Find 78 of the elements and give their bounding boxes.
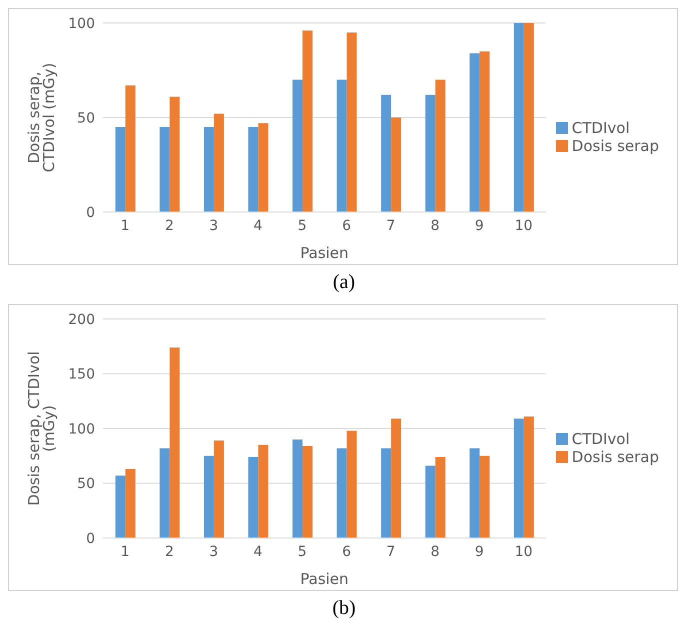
x-axis-title: Pasien xyxy=(300,570,349,588)
bar xyxy=(115,476,126,538)
x-tick-label: 3 xyxy=(209,218,218,234)
x-tick-label: 7 xyxy=(386,544,396,560)
bar xyxy=(292,439,303,538)
x-tick-label: 10 xyxy=(514,218,533,234)
bar xyxy=(336,448,347,538)
x-axis-title: Pasien xyxy=(300,244,349,262)
text: (a) xyxy=(332,271,356,294)
bar xyxy=(524,23,534,212)
bar xyxy=(480,456,490,538)
bar xyxy=(480,51,490,212)
bar xyxy=(160,126,170,212)
y-tick-label: 100 xyxy=(68,421,95,438)
x-tick-label: 6 xyxy=(342,544,352,560)
x-tick-label: 9 xyxy=(474,218,484,234)
x-tick-label: 5 xyxy=(298,544,307,560)
bar xyxy=(346,430,357,538)
bar xyxy=(524,416,534,538)
bar xyxy=(514,418,524,538)
bar xyxy=(214,114,224,212)
x-tick-label: 8 xyxy=(430,544,440,560)
bar xyxy=(258,444,268,538)
bar xyxy=(292,80,303,212)
x-tick-label: 9 xyxy=(474,544,484,560)
bar xyxy=(214,440,224,538)
x-tick-label: 1 xyxy=(120,218,130,234)
x-tick-label: 5 xyxy=(298,218,307,234)
bar xyxy=(435,80,446,212)
bar xyxy=(160,448,170,538)
y-axis-title: Dosis serap, CTDIvol (mGy) xyxy=(24,351,58,506)
x-tick-label: 1 xyxy=(120,544,130,560)
x-tick-label: 10 xyxy=(514,544,533,560)
bar xyxy=(336,80,347,212)
bar xyxy=(204,126,214,212)
y-tick-label: 150 xyxy=(68,366,95,383)
x-tick-label: 4 xyxy=(254,218,263,234)
legend-label: Dosis serap xyxy=(572,448,659,466)
y-tick-label: 200 xyxy=(68,312,95,328)
legend-label: CTDIvol xyxy=(572,430,630,448)
x-tick-label: 3 xyxy=(209,544,218,560)
bar xyxy=(435,456,446,538)
x-tick-label: 2 xyxy=(164,218,174,234)
x-tick-label: 4 xyxy=(254,544,263,560)
y-tick-label: 0 xyxy=(86,204,95,221)
bar xyxy=(115,126,126,212)
bar xyxy=(470,53,480,212)
bar xyxy=(391,118,402,212)
bar xyxy=(425,466,436,538)
bar xyxy=(470,448,480,538)
x-tick-label: 6 xyxy=(342,218,352,234)
y-tick-label: 50 xyxy=(77,110,95,126)
y-tick-label: 0 xyxy=(86,530,95,547)
bar xyxy=(381,448,392,538)
bar xyxy=(302,446,313,538)
bar xyxy=(125,469,136,538)
x-tick-label: 2 xyxy=(164,544,174,560)
bar xyxy=(125,85,136,212)
bar xyxy=(302,30,313,212)
bar xyxy=(248,456,258,538)
bar xyxy=(346,32,357,212)
bar xyxy=(514,23,524,212)
x-tick-label: 7 xyxy=(386,218,396,234)
x-tick-label: 8 xyxy=(430,218,440,234)
y-tick-label: 50 xyxy=(77,476,95,492)
bar xyxy=(391,418,402,538)
bar xyxy=(381,94,392,212)
text: (b) xyxy=(331,597,357,620)
bar xyxy=(258,123,268,212)
bar xyxy=(170,96,180,212)
y-axis-title: Dosis serap, CTDIvol (mGy) xyxy=(24,62,58,172)
bar xyxy=(425,94,436,212)
bar xyxy=(204,456,214,538)
bar xyxy=(248,126,258,212)
legend-label: Dosis serap xyxy=(572,136,659,154)
legend-label: CTDIvol xyxy=(572,118,630,136)
y-tick-label: 100 xyxy=(68,16,95,32)
bar xyxy=(170,347,180,538)
